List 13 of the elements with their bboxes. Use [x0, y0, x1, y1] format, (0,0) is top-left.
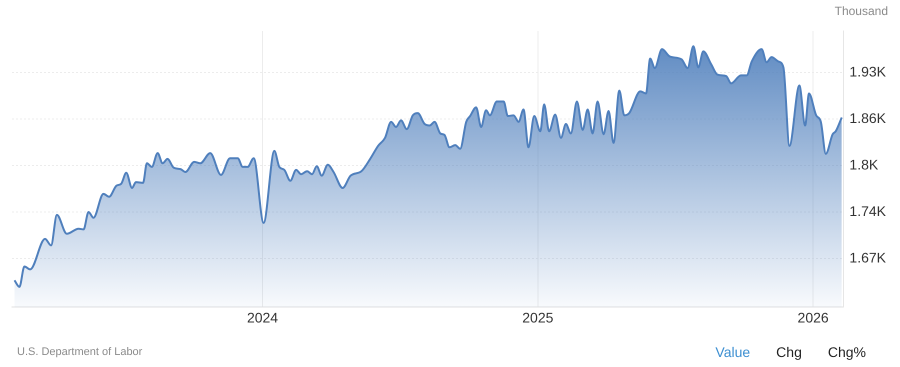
text: Chg [776, 344, 802, 360]
text: U.S. Department of Labor [17, 346, 142, 358]
x-tick-label: 2026 [798, 309, 829, 326]
x-tick-label: 2025 [522, 309, 554, 326]
text: Value [715, 344, 750, 360]
y-tick-label: 1.67K [849, 249, 887, 266]
text: Chg% [828, 344, 866, 360]
y-tick-label: 1.93K [849, 63, 887, 80]
y-tick-label: 1.74K [849, 202, 887, 219]
x-tick-label: 2024 [246, 309, 278, 326]
y-tick-label: 1.8K [849, 156, 879, 172]
y-tick-label: 1.86K [849, 110, 887, 126]
y-axis-title: Thousand [834, 4, 888, 18]
